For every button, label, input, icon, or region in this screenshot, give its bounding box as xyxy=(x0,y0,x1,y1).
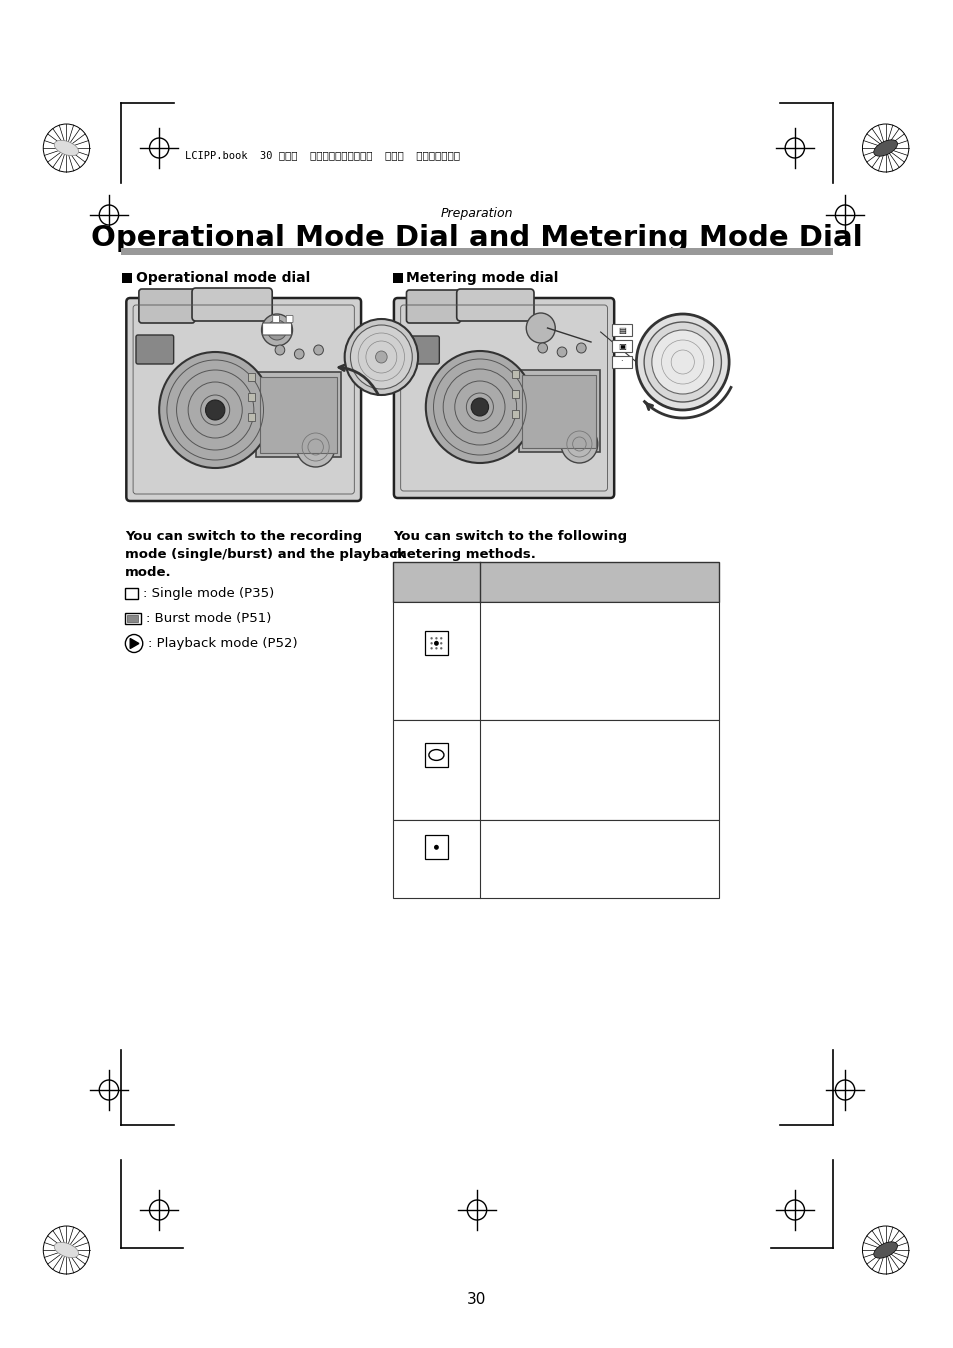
Bar xyxy=(127,615,138,621)
Bar xyxy=(518,369,599,452)
Text: Spot: Spot xyxy=(422,868,449,882)
Circle shape xyxy=(430,647,433,650)
Text: 30: 30 xyxy=(467,1293,486,1308)
Circle shape xyxy=(261,314,293,346)
Bar xyxy=(248,412,254,421)
Text: Details of setting: Details of setting xyxy=(541,576,657,589)
FancyBboxPatch shape xyxy=(286,315,293,322)
Bar xyxy=(424,631,448,655)
FancyBboxPatch shape xyxy=(262,324,292,336)
Text: Multiple: Multiple xyxy=(413,675,459,689)
Circle shape xyxy=(435,638,437,639)
Bar xyxy=(125,613,141,624)
Text: ▣: ▣ xyxy=(618,341,625,350)
Bar xyxy=(522,375,596,448)
Circle shape xyxy=(439,647,442,650)
Circle shape xyxy=(435,647,437,650)
Bar xyxy=(120,248,833,255)
Circle shape xyxy=(439,642,442,644)
Bar xyxy=(612,324,631,336)
Text: This evaluates the
subject on the spot
metering target.: This evaluates the subject on the spot m… xyxy=(486,830,599,878)
Circle shape xyxy=(439,638,442,639)
Bar xyxy=(393,603,719,720)
Text: Metering
mode: Metering mode xyxy=(406,568,466,597)
Ellipse shape xyxy=(54,1243,78,1258)
Bar xyxy=(125,588,138,599)
Text: ·: · xyxy=(620,357,622,367)
Circle shape xyxy=(430,642,433,644)
FancyBboxPatch shape xyxy=(403,336,439,364)
Circle shape xyxy=(375,350,387,363)
Circle shape xyxy=(294,349,304,359)
Circle shape xyxy=(434,845,438,849)
FancyBboxPatch shape xyxy=(136,336,173,364)
Text: Preparation: Preparation xyxy=(440,206,513,220)
Circle shape xyxy=(274,345,284,355)
Circle shape xyxy=(205,400,225,421)
FancyBboxPatch shape xyxy=(192,288,272,321)
FancyBboxPatch shape xyxy=(139,288,194,324)
Text: : Burst mode (P51): : Burst mode (P51) xyxy=(146,612,271,625)
Circle shape xyxy=(434,640,438,646)
Bar xyxy=(612,340,631,352)
Ellipse shape xyxy=(873,140,897,156)
Circle shape xyxy=(651,330,713,394)
Circle shape xyxy=(159,352,271,468)
Bar xyxy=(259,377,336,453)
Text: Operational mode dial: Operational mode dial xyxy=(136,271,310,284)
Bar xyxy=(424,836,448,859)
FancyBboxPatch shape xyxy=(456,288,534,321)
FancyBboxPatch shape xyxy=(406,290,460,324)
Text: LCIPP.book  30 ページ  ２００４年１月２６日  月曜日  午後６時５０分: LCIPP.book 30 ページ ２００４年１月２６日 月曜日 午後６時５０分 xyxy=(185,150,459,160)
Circle shape xyxy=(425,350,534,462)
Text: : Playback mode (P52): : Playback mode (P52) xyxy=(148,638,297,650)
Bar xyxy=(612,356,631,368)
Bar xyxy=(393,820,719,898)
Bar xyxy=(511,410,518,418)
Circle shape xyxy=(557,346,566,357)
Circle shape xyxy=(560,425,598,462)
Circle shape xyxy=(314,345,323,355)
FancyBboxPatch shape xyxy=(349,352,413,367)
Circle shape xyxy=(471,398,488,417)
FancyBboxPatch shape xyxy=(394,298,614,497)
Text: This evenly evaluates
the whole of the
screen pointing to the
subject on the cen: This evenly evaluates the whole of the s… xyxy=(486,731,617,811)
Polygon shape xyxy=(130,639,139,648)
FancyBboxPatch shape xyxy=(126,298,360,501)
Bar xyxy=(248,394,254,400)
Text: : Single mode (P35): : Single mode (P35) xyxy=(143,586,274,600)
Circle shape xyxy=(267,319,287,340)
Bar xyxy=(255,372,340,457)
Bar xyxy=(393,562,719,603)
FancyBboxPatch shape xyxy=(273,315,279,322)
Bar xyxy=(393,274,402,283)
Bar xyxy=(393,720,719,820)
Circle shape xyxy=(344,319,417,395)
Text: You can switch to the recording
mode (single/burst) and the playback
mode.: You can switch to the recording mode (si… xyxy=(125,530,406,580)
Bar xyxy=(511,369,518,377)
Circle shape xyxy=(296,427,335,466)
Circle shape xyxy=(537,342,547,353)
Text: ▤: ▤ xyxy=(618,325,625,334)
Circle shape xyxy=(636,314,728,410)
Bar xyxy=(424,743,448,767)
Ellipse shape xyxy=(873,1242,897,1258)
Circle shape xyxy=(643,322,720,402)
Circle shape xyxy=(576,342,585,353)
Circle shape xyxy=(526,313,555,342)
Text: You can switch to the following
metering methods.: You can switch to the following metering… xyxy=(393,530,626,561)
Circle shape xyxy=(430,638,433,639)
Bar xyxy=(248,373,254,381)
Text: Center
weighted: Center weighted xyxy=(409,782,463,811)
Circle shape xyxy=(350,325,412,390)
Bar xyxy=(122,274,132,283)
Text: Operational Mode Dial and Metering Mode Dial: Operational Mode Dial and Metering Mode … xyxy=(91,224,862,252)
Circle shape xyxy=(125,635,143,652)
Ellipse shape xyxy=(54,140,78,155)
Bar xyxy=(511,390,518,398)
Text: Metering mode dial: Metering mode dial xyxy=(406,271,558,284)
Text: The camera
automatically
evaluates the whole
screen and optimizes
the exposure. : The camera automatically evaluates the w… xyxy=(486,612,618,727)
